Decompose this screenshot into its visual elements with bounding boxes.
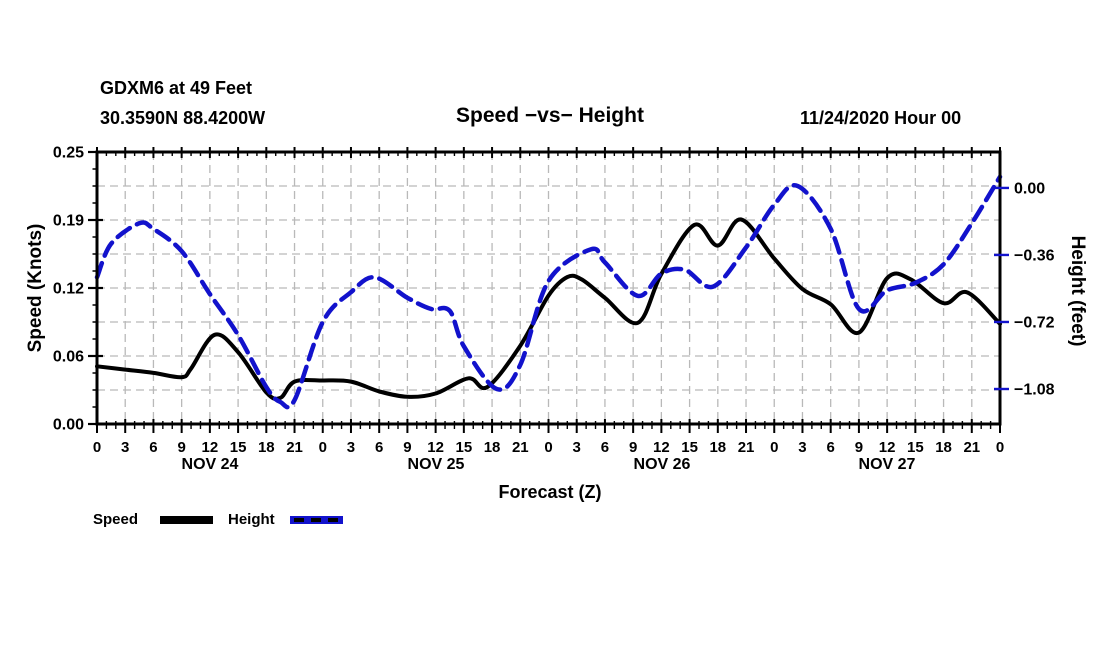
speed-legend-swatch: [160, 516, 213, 524]
station-coordinates: 30.3590N 88.4200W: [100, 108, 266, 128]
x-tick-label: 9: [177, 439, 185, 456]
x-tick-label: 18: [484, 439, 501, 456]
x-tick-label: 3: [347, 439, 355, 456]
left-tick-label: 0.06: [53, 349, 84, 366]
right-tick-label: −1.08: [1014, 381, 1055, 398]
day-label-nov24: NOV 24: [181, 456, 239, 473]
right-tick-label: −0.72: [1014, 314, 1055, 331]
x-tick-label: 21: [963, 439, 980, 456]
x-tick-label: 15: [230, 439, 247, 456]
axis-ticks: [88, 147, 1009, 433]
height-line: [94, 174, 1003, 410]
x-tick-label: 6: [149, 439, 157, 456]
x-tick-label: 3: [573, 439, 581, 456]
height-legend-swatch: [290, 516, 343, 524]
left-tick-label: 0.00: [53, 417, 84, 434]
x-tick-label: 3: [121, 439, 129, 456]
x-tick-label: 0: [319, 439, 327, 456]
legend-height-label: Height: [228, 511, 275, 528]
chart-title: Speed −vs− Height: [456, 104, 644, 127]
x-tick-label: 0: [770, 439, 778, 456]
station-name: GDXM6 at 49 Feet: [100, 78, 253, 98]
legend-speed-label: Speed: [93, 511, 139, 528]
right-tick-label: 0.00: [1014, 180, 1045, 197]
x-tick-label: 18: [709, 439, 726, 456]
x-tick-label: 21: [512, 439, 529, 456]
x-tick-label: 15: [907, 439, 924, 456]
x-tick-label: 12: [879, 439, 896, 456]
day-label-nov27: NOV 27: [858, 456, 916, 473]
x-tick-label: 21: [738, 439, 755, 456]
x-tick-label: 0: [996, 439, 1004, 456]
right-tick-label: −0.36: [1014, 247, 1055, 264]
left-tick-label: 0.12: [53, 281, 84, 298]
x-tick-label: 6: [375, 439, 383, 456]
left-axis-label: Speed (Knots): [25, 223, 46, 353]
x-tick-label: 18: [935, 439, 952, 456]
day-label-nov26: NOV 26: [633, 456, 691, 473]
tick-labels: 0 3 6 9 12 15 18 21 0 3 6 9 12 15 18 21 0 3 6 9 12 15 18 21 0 3 6 9…: [53, 145, 1055, 457]
x-tick-label: 3: [798, 439, 806, 456]
x-tick-label: 15: [681, 439, 698, 456]
x-tick-label: 0: [93, 439, 101, 456]
x-tick-label: 9: [403, 439, 411, 456]
x-tick-label: 12: [653, 439, 670, 456]
x-tick-label: 15: [456, 439, 473, 456]
x-tick-label: 0: [544, 439, 552, 456]
gridlines: [97, 152, 1000, 424]
x-tick-label: 6: [827, 439, 835, 456]
x-tick-label: 6: [601, 439, 609, 456]
x-tick-label: 9: [855, 439, 863, 456]
left-tick-label: 0.25: [53, 145, 84, 162]
day-label-nov25: NOV 25: [407, 456, 465, 473]
left-tick-label: 0.19: [53, 213, 84, 230]
x-tick-label: 9: [629, 439, 637, 456]
x-tick-label: 18: [258, 439, 275, 456]
right-axis-label: Height (feet): [1067, 235, 1088, 347]
model-run-label: 11/24/2020 Hour 00: [800, 108, 962, 128]
x-tick-label: 21: [286, 439, 303, 456]
x-tick-label: 12: [202, 439, 219, 456]
x-axis-label: Forecast (Z): [498, 482, 602, 502]
x-tick-label: 12: [427, 439, 444, 456]
